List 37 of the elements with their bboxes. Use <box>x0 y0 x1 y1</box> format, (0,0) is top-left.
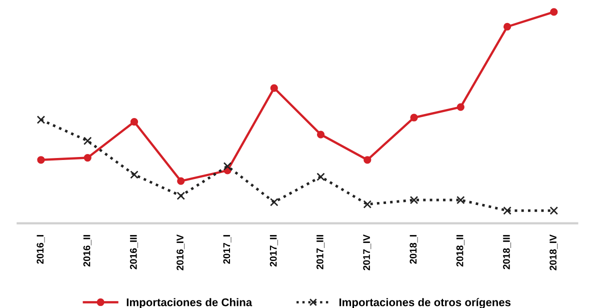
point <box>36 116 46 124</box>
x-tick-label: 2018_IV <box>550 234 558 270</box>
x-tick-label: 2017_IV <box>363 234 372 270</box>
legend-label: Importaciones de China <box>126 298 252 308</box>
point <box>364 156 372 164</box>
point <box>316 130 325 138</box>
point <box>456 196 465 204</box>
point <box>270 198 278 206</box>
x-tick-label: 2016_I <box>36 235 45 264</box>
point <box>503 22 512 31</box>
point <box>316 172 325 181</box>
x-tick-label: 2016_III <box>130 235 138 270</box>
legend-label: Importaciones de otros orígenes <box>339 298 511 308</box>
point <box>410 114 418 122</box>
point <box>176 192 186 200</box>
point <box>83 136 92 146</box>
point <box>550 8 558 16</box>
point <box>130 170 138 179</box>
point <box>84 154 92 162</box>
point <box>410 196 418 204</box>
x-tick-label: 2017_I <box>223 235 232 264</box>
point <box>363 200 372 208</box>
x-tick-label: 2016_II <box>83 235 92 267</box>
point <box>130 118 138 126</box>
point <box>37 156 45 164</box>
point <box>177 177 185 185</box>
point <box>550 206 558 215</box>
x-tick-label: 2017_II <box>270 235 278 267</box>
x-tick-label: 2018_I <box>410 235 418 264</box>
x-tick-label: 2018_III <box>503 235 511 270</box>
x-tick-label: 2017_III <box>316 235 324 270</box>
point <box>503 206 512 215</box>
point <box>270 84 278 92</box>
x-tick-label: 2018_II <box>456 235 464 267</box>
point <box>223 162 232 170</box>
x-tick-label: 2016_IV <box>176 234 185 270</box>
point <box>456 103 464 111</box>
